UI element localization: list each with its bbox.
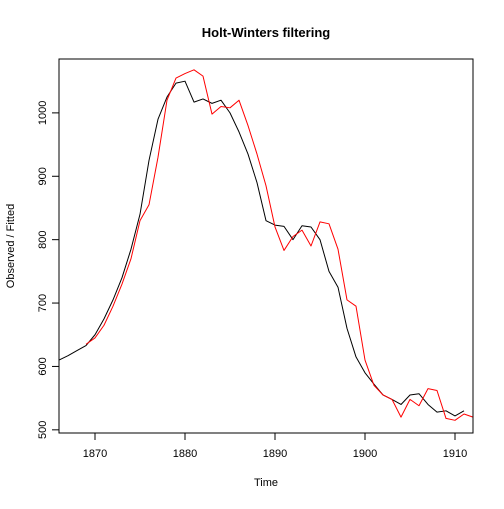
- series-line-fitted: [85, 69, 474, 421]
- y-tick-label: 900: [37, 167, 49, 185]
- y-tick-label: 700: [37, 294, 49, 312]
- x-axis: 1870 1880 1890 1900 1910: [83, 433, 467, 460]
- x-tick-label: 1910: [443, 448, 467, 460]
- x-tick-label: 1890: [263, 448, 287, 460]
- x-axis-label: Time: [254, 477, 278, 489]
- y-tick-label: 600: [37, 357, 49, 375]
- y-tick-label: 1000: [37, 101, 49, 125]
- series-layer: [58, 69, 474, 421]
- x-tick-label: 1880: [173, 448, 197, 460]
- y-tick-label: 800: [37, 230, 49, 248]
- x-tick-label: 1870: [83, 448, 107, 460]
- y-tick-label: 500: [37, 421, 49, 439]
- chart-title: Holt-Winters filtering: [202, 25, 330, 40]
- x-tick-label: 1900: [353, 448, 377, 460]
- series-line-observed: [58, 80, 465, 417]
- y-axis-label: Observed / Fitted: [5, 204, 17, 288]
- y-axis: 500 600 700 800 900 1000: [37, 101, 59, 439]
- plot-frame: [58, 58, 474, 434]
